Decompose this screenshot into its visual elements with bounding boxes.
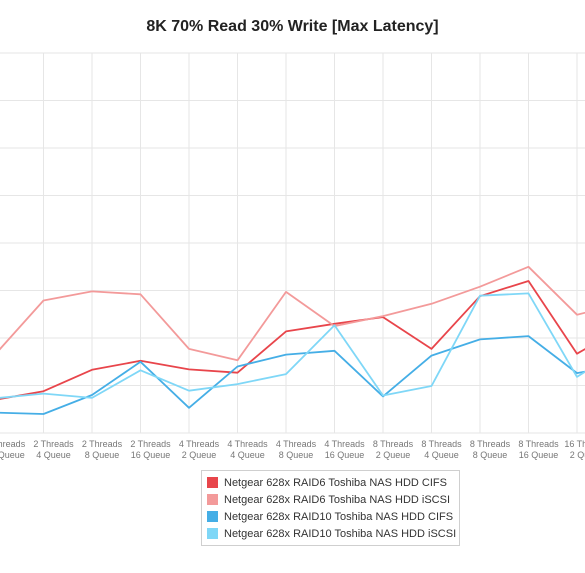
x-tick-label: 4 Queue [424,450,459,460]
chart-title: 8K 70% Read 30% Write [Max Latency] [146,18,439,35]
legend: Netgear 628x RAID6 Toshiba NAS HDD CIFS N… [201,470,460,546]
x-tick-label: 1 Threads [0,439,26,449]
series-line-1 [0,280,585,400]
legend-item[interactable]: Netgear 628x RAID10 Toshiba NAS HDD iSCS… [207,525,459,542]
legend-item[interactable]: Netgear 628x RAID6 Toshiba NAS HDD iSCSI [207,491,459,508]
x-tick-label: 4 Threads [276,439,317,449]
series-line-4 [0,292,585,399]
legend-swatch [207,477,218,488]
x-tick-label: 16 Queue [519,450,559,460]
legend-label: Netgear 628x RAID6 Toshiba NAS HDD iSCSI [224,493,451,506]
legend-item[interactable]: Netgear 628x RAID10 Toshiba NAS HDD CIFS [207,508,459,525]
x-tick-label: 8 Threads [518,439,559,449]
x-tick-label: 4 Threads [227,439,268,449]
legend-label: Netgear 628x RAID10 Toshiba NAS HDD iSCS… [224,527,457,540]
legend-label: Netgear 628x RAID6 Toshiba NAS HDD CIFS [224,476,447,489]
series-lines [0,265,585,415]
x-tick-label: 16 Queue [325,450,365,460]
x-tick-label: 8 Threads [373,439,414,449]
legend-item[interactable]: Netgear 628x RAID6 Toshiba NAS HDD CIFS [207,474,459,491]
x-tick-label: 4 Threads [324,439,365,449]
x-tick-label: 2 Threads [33,439,74,449]
series-line-2 [0,265,585,362]
x-tick-label: 16 Queue [0,450,25,460]
x-tick-label: 4 Queue [230,450,265,460]
x-tick-label: 2 Threads [82,439,123,449]
x-tick-label: 16 Queue [131,450,171,460]
x-tick-label: 16 Threads [564,439,585,449]
legend-swatch [207,511,218,522]
x-tick-label: 4 Threads [179,439,220,449]
legend-label: Netgear 628x RAID10 Toshiba NAS HDD CIFS [224,510,454,523]
x-tick-label: 8 Threads [421,439,462,449]
x-tick-label: 2 Queue [182,450,217,460]
x-tick-label: 2 Queue [376,450,411,460]
x-tick-label: 4 Queue [36,450,71,460]
x-tick-label: 8 Queue [473,450,508,460]
x-tick-label: 2 Threads [130,439,171,449]
x-tick-label: 8 Queue [279,450,314,460]
legend-swatch [207,494,218,505]
series-line-3 [0,335,585,415]
x-tick-label: 2 Queue [570,450,585,460]
gridlines [0,52,585,434]
legend-swatch [207,528,218,539]
x-tick-label: 8 Queue [85,450,120,460]
x-tick-label: 8 Threads [470,439,511,449]
